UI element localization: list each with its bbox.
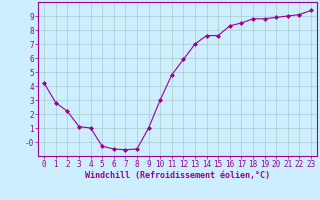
X-axis label: Windchill (Refroidissement éolien,°C): Windchill (Refroidissement éolien,°C) <box>85 171 270 180</box>
